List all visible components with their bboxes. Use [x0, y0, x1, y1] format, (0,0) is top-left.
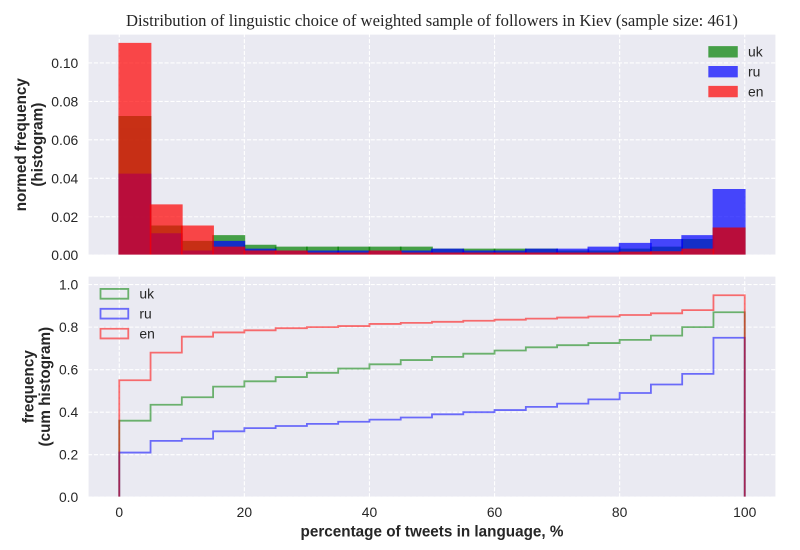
svg-text:en: en [748, 83, 763, 99]
svg-text:0.0: 0.0 [59, 489, 79, 505]
svg-text:1.0: 1.0 [59, 277, 79, 293]
svg-text:0.2: 0.2 [59, 447, 79, 463]
svg-text:0.4: 0.4 [59, 404, 79, 420]
svg-text:uk: uk [748, 44, 763, 60]
svg-text:Distribution of linguistic cho: Distribution of linguistic choice of wei… [126, 11, 738, 30]
svg-text:100: 100 [733, 504, 756, 520]
svg-text:20: 20 [237, 504, 253, 520]
svg-text:0.02: 0.02 [51, 209, 78, 225]
svg-text:ru: ru [139, 306, 151, 322]
svg-text:0.8: 0.8 [59, 319, 79, 335]
svg-text:0.04: 0.04 [51, 170, 78, 186]
svg-text:0.10: 0.10 [51, 55, 78, 71]
svg-text:normed frequency: normed frequency [13, 78, 30, 212]
svg-text:en: en [139, 325, 154, 341]
svg-text:0.00: 0.00 [51, 247, 78, 263]
svg-text:(histogram): (histogram) [29, 103, 46, 187]
svg-text:0: 0 [115, 504, 123, 520]
svg-text:80: 80 [612, 504, 628, 520]
svg-text:percentage of tweets in langua: percentage of tweets in language, % [301, 523, 564, 540]
svg-text:(cum histogram): (cum histogram) [37, 327, 54, 447]
svg-text:frequency: frequency [21, 350, 38, 423]
svg-text:0.08: 0.08 [51, 93, 78, 109]
svg-text:ru: ru [748, 64, 760, 80]
svg-text:0.06: 0.06 [51, 132, 78, 148]
svg-text:60: 60 [487, 504, 503, 520]
svg-text:uk: uk [139, 286, 154, 302]
svg-text:0.6: 0.6 [59, 362, 79, 378]
svg-text:40: 40 [362, 504, 378, 520]
